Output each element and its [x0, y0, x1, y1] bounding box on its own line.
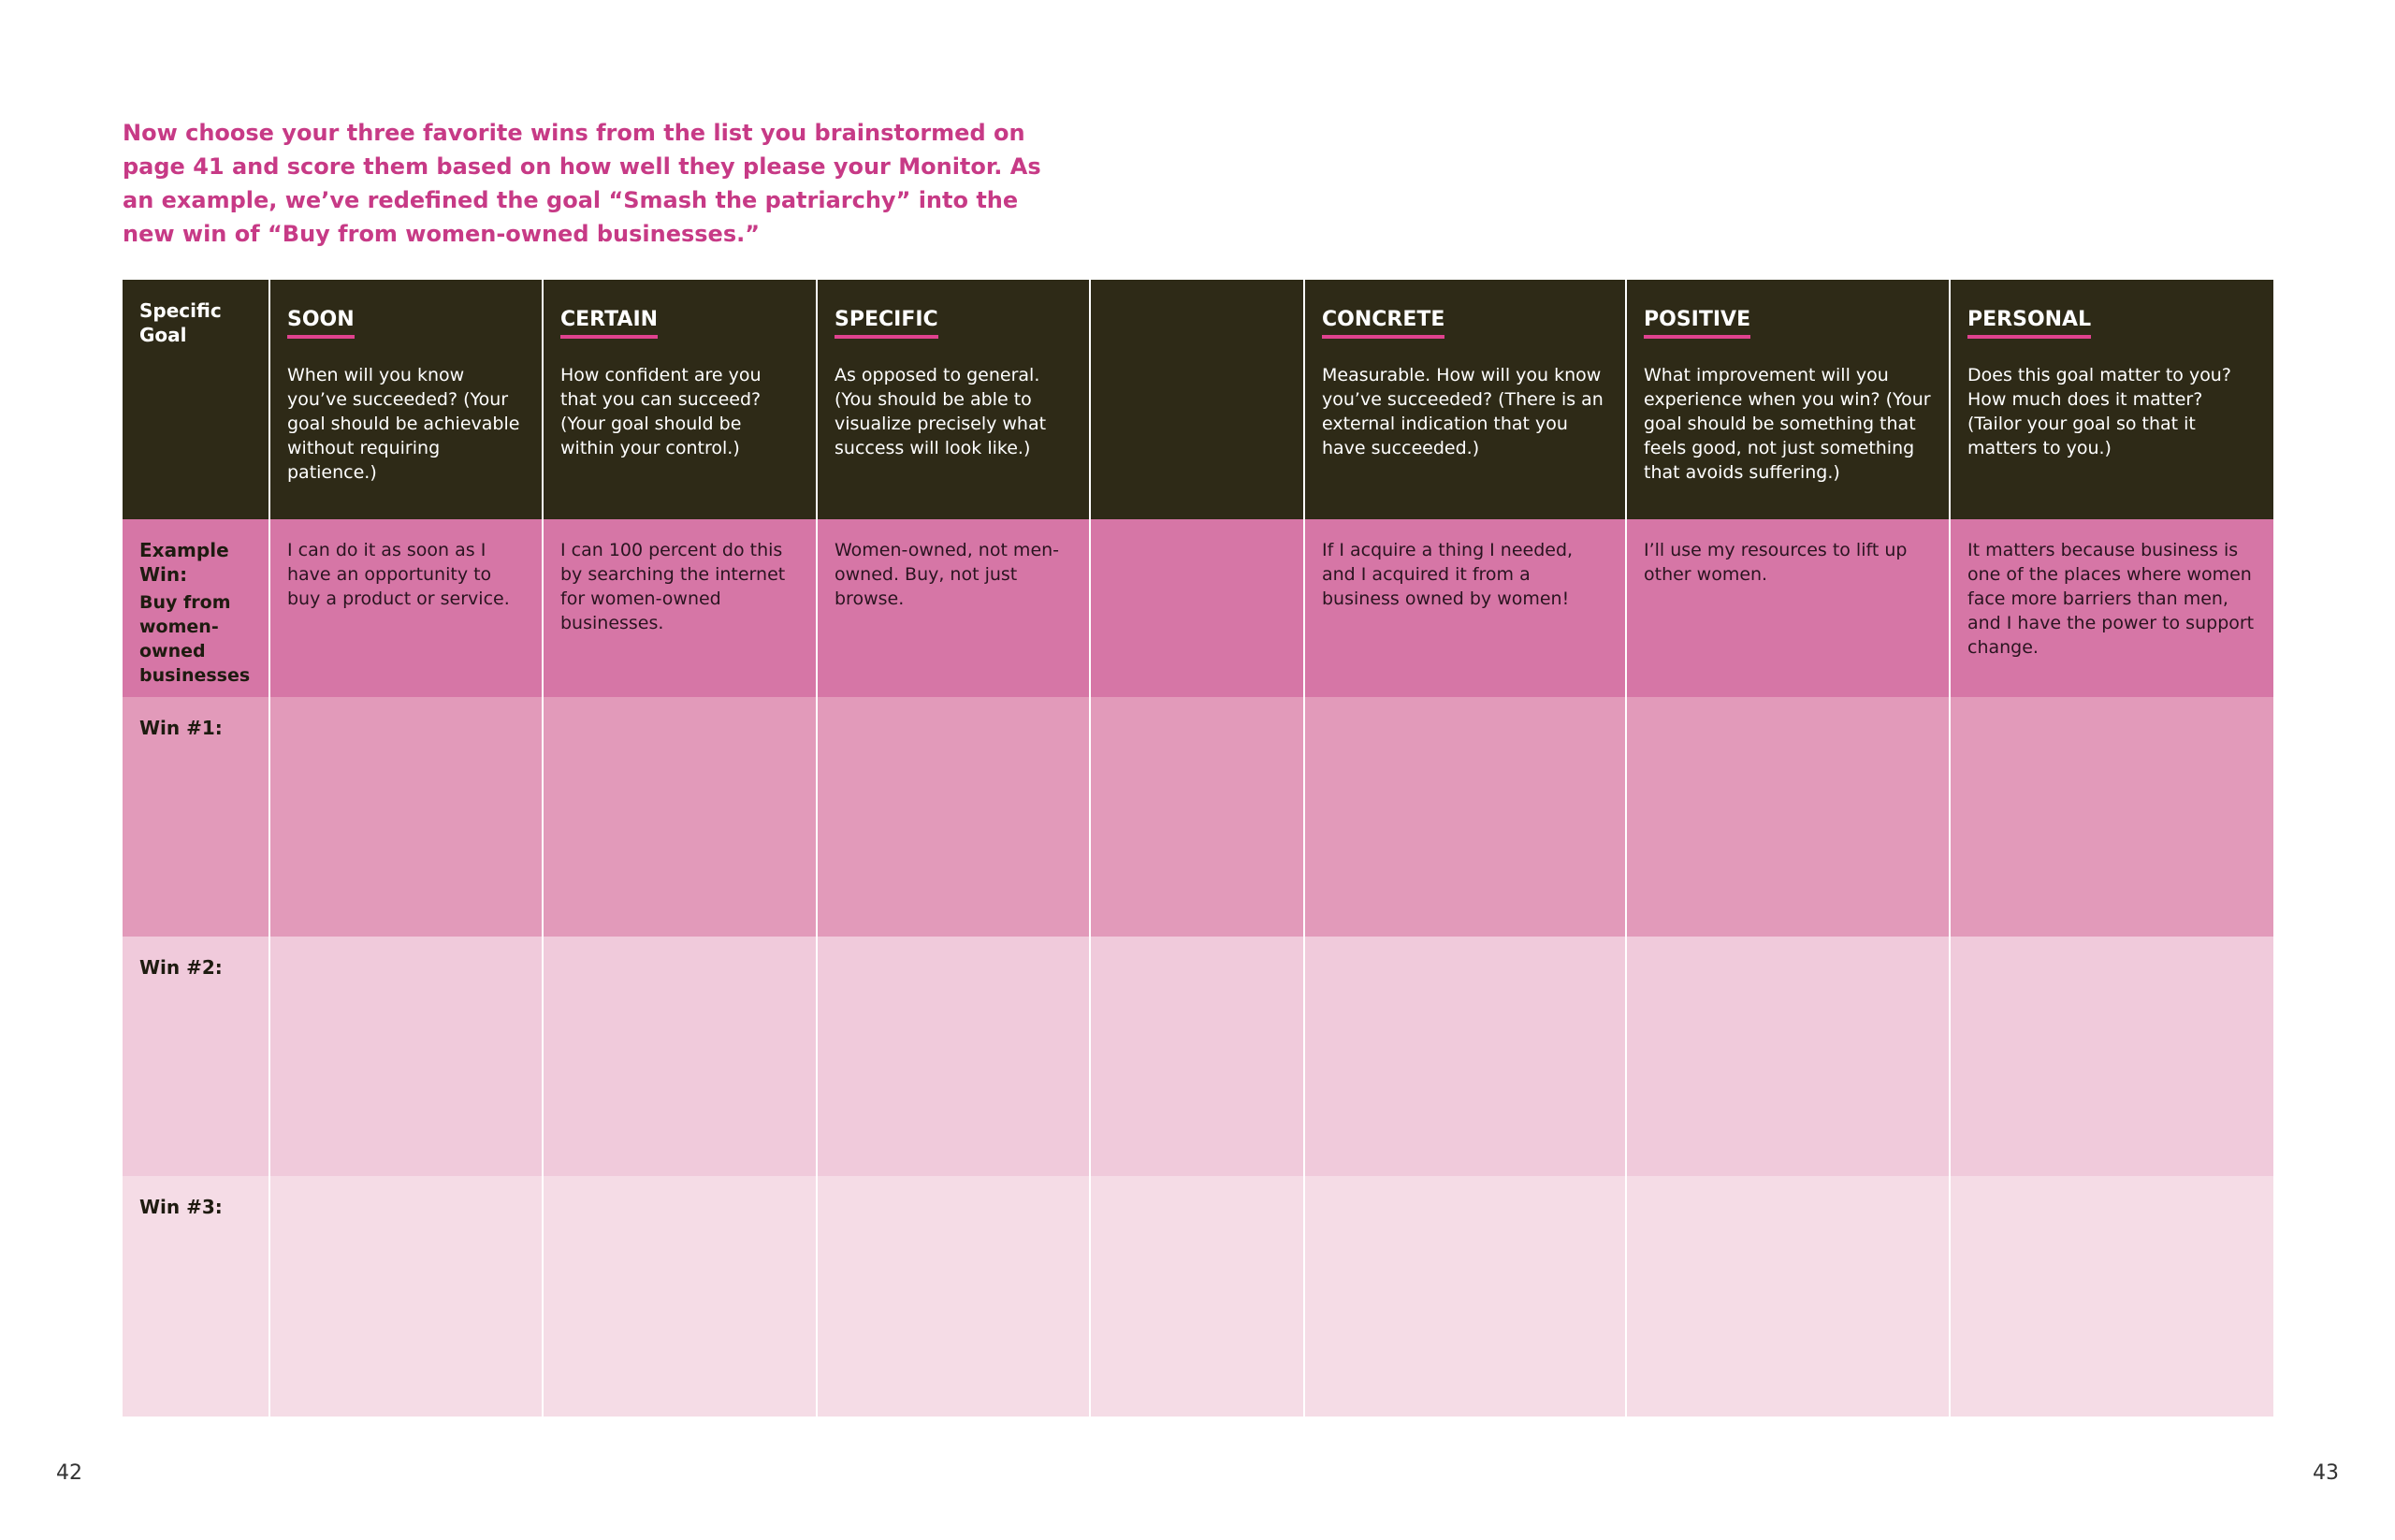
table-cell — [1951, 697, 2273, 937]
column-description: As opposed to general. (You should be ab… — [835, 365, 1047, 458]
column-title: PERSONAL — [1967, 308, 2092, 339]
table-cell — [1305, 697, 1627, 937]
table-cell — [1627, 1176, 1951, 1417]
intro-text: Now choose your three favorite wins from… — [123, 120, 1041, 247]
win-label: Win #2: — [139, 956, 223, 979]
win-label: Win #1: — [139, 717, 223, 739]
table-cell — [544, 1176, 818, 1417]
example-text: I can 100 percent do this by searching t… — [560, 540, 786, 633]
table-cell: Win #2: — [123, 937, 270, 1176]
table-cell: Win #1: — [123, 697, 270, 937]
table-cell — [818, 1176, 1091, 1417]
example-text: It matters because business is one of th… — [1967, 540, 2255, 658]
table-cell: Specific Goal — [123, 280, 270, 519]
column-description: Measurable. How will you know you’ve suc… — [1322, 365, 1604, 458]
table-cell — [544, 937, 818, 1176]
table-cell — [270, 697, 544, 937]
column-description: When will you know you’ve succeeded? (Yo… — [287, 365, 520, 483]
table-cell: PERSONAL Does this goal matter to you? Ho… — [1951, 280, 2273, 519]
table-cell — [1091, 697, 1305, 937]
page-number: 43 — [2313, 1461, 2339, 1485]
table-cell: I can 100 percent do this by searching t… — [544, 519, 818, 697]
example-label: Example Win: — [139, 539, 229, 586]
table-cell: POSITIVE What improvement will you experi… — [1627, 280, 1951, 519]
table-cell — [1091, 1176, 1305, 1417]
table-cell — [818, 697, 1091, 937]
table-cell: SOON When will you know you’ve succeeded?… — [270, 280, 544, 519]
table-cell — [1627, 937, 1951, 1176]
table-cell — [270, 1176, 544, 1417]
column-title: POSITIVE — [1644, 308, 1751, 339]
column-title: CERTAIN — [560, 308, 659, 339]
table-cell — [1305, 1176, 1627, 1417]
table-cell: CONCRETE Measurable. How will you know yo… — [1305, 280, 1627, 519]
column-description: What improvement will you experience whe… — [1644, 365, 1931, 483]
table-cell — [270, 937, 544, 1176]
column-title: SOON — [287, 308, 355, 339]
column-title: CONCRETE — [1322, 308, 1445, 339]
column-description: How confident are you that you can succe… — [560, 365, 762, 458]
table-cell: SPECIFIC As opposed to general. (You shou… — [818, 280, 1091, 519]
goal-table: Specific Goal SOON When will you know you’… — [123, 280, 2273, 1417]
table-cell — [544, 697, 818, 937]
table-cell — [1627, 697, 1951, 937]
example-text: If I acquire a thing I needed, and I acq… — [1322, 540, 1574, 609]
example-text: I’ll use my resources to lift up other w… — [1644, 540, 1908, 585]
table-cell: Example Win: Buy from women-owned busines… — [123, 519, 270, 697]
table-cell: CERTAIN How confident are you that you ca… — [544, 280, 818, 519]
goal-header: Specific Goal — [139, 299, 222, 346]
table-cell — [1951, 937, 2273, 1176]
table-cell — [1305, 937, 1627, 1176]
column-title: SPECIFIC — [835, 308, 938, 339]
win-label: Win #3: — [139, 1196, 223, 1218]
table-cell — [1091, 937, 1305, 1176]
column-description: Does this goal matter to you? How much d… — [1967, 365, 2231, 458]
table-cell: If I acquire a thing I needed, and I acq… — [1305, 519, 1627, 697]
table-cell — [1091, 280, 1305, 519]
table-cell: I can do it as soon as I have an opportu… — [270, 519, 544, 697]
table-cell — [818, 937, 1091, 1176]
table-cell: Win #3: — [123, 1176, 270, 1417]
table-cell — [1091, 519, 1305, 697]
table-cell: It matters because business is one of th… — [1951, 519, 2273, 697]
example-text: I can do it as soon as I have an opportu… — [287, 540, 510, 609]
table-cell: I’ll use my resources to lift up other w… — [1627, 519, 1951, 697]
table-cell — [1951, 1176, 2273, 1417]
example-text: Women-owned, not men-owned. Buy, not jus… — [835, 540, 1060, 609]
table-cell: Women-owned, not men-owned. Buy, not jus… — [818, 519, 1091, 697]
page-number: 42 — [56, 1461, 82, 1485]
example-goal: Buy from women-owned businesses — [139, 592, 251, 686]
